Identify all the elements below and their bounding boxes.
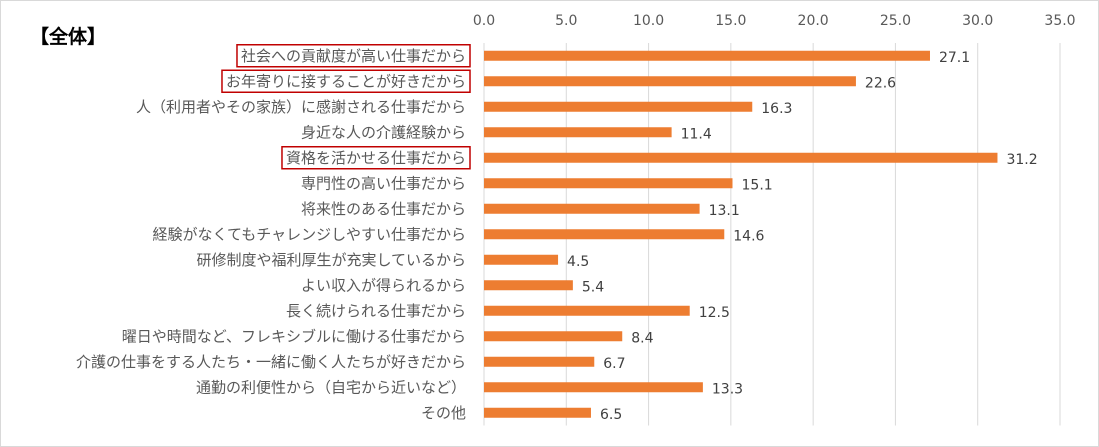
- category-highlight-box: [281, 146, 471, 170]
- category-highlight-box: [236, 44, 471, 68]
- bar: [484, 280, 573, 291]
- category-label: 社会への貢献度が高い仕事だから: [241, 47, 466, 65]
- data-label: 27.1: [939, 50, 970, 66]
- category-label: 将来性のある仕事だから: [301, 200, 466, 218]
- category-label: 介護の仕事をする人たち・一緒に働く人たちが好きだから: [76, 353, 466, 371]
- bar: [484, 382, 703, 393]
- bar: [484, 50, 930, 61]
- x-tick-label: 5.0: [555, 13, 577, 29]
- category-label: 研修制度や福利厚生が充実しているから: [196, 251, 466, 269]
- data-label: 8.4: [631, 330, 653, 346]
- bar: [484, 203, 700, 214]
- category-label: 人（利用者やその家族）に感謝される仕事だから: [136, 98, 466, 116]
- data-label: 11.4: [681, 126, 712, 142]
- x-tick-label: 20.0: [798, 13, 829, 29]
- category-label: 資格を活かせる仕事だから: [286, 149, 466, 167]
- bar: [484, 356, 595, 367]
- x-tick-label: 30.0: [962, 13, 993, 29]
- x-tick-label: 25.0: [880, 13, 911, 29]
- category-label: 専門性の高い仕事だから: [301, 174, 466, 192]
- category-label: 曜日や時間など、フレキシブルに働ける仕事だから: [122, 327, 466, 345]
- data-label: 12.5: [699, 305, 730, 321]
- category-label: 通勤の利便性から（自宅から近いなど）: [196, 378, 466, 396]
- bar: [484, 331, 623, 342]
- category-label: 身近な人の介護経験から: [301, 123, 466, 141]
- data-label: 6.5: [600, 407, 622, 423]
- data-label: 14.6: [733, 228, 764, 244]
- category-highlight-box: [221, 69, 471, 93]
- data-label: 15.1: [742, 177, 773, 193]
- bar: [484, 152, 998, 163]
- panel-title: 【全体】: [30, 26, 107, 48]
- x-tick-label: 0.0: [473, 13, 495, 29]
- data-label: 6.7: [603, 356, 625, 372]
- category-label: その他: [421, 404, 466, 422]
- bar: [484, 76, 856, 87]
- bar: [484, 178, 733, 189]
- bar: [484, 101, 753, 112]
- data-label: 13.3: [712, 381, 743, 397]
- bar: [484, 254, 559, 265]
- data-label: 13.1: [709, 203, 740, 219]
- data-label: 5.4: [582, 279, 604, 295]
- data-label: 22.6: [865, 75, 896, 91]
- category-label: 長く続けられる仕事だから: [286, 302, 466, 320]
- bar: [484, 407, 591, 418]
- bar: [484, 127, 672, 138]
- data-label: 31.2: [1006, 152, 1037, 168]
- x-tick-label: 35.0: [1044, 13, 1075, 29]
- category-label: よい収入が得られるから: [301, 276, 466, 294]
- bar: [484, 305, 690, 316]
- data-label: 4.5: [567, 254, 589, 270]
- x-tick-label: 15.0: [715, 13, 746, 29]
- x-tick-label: 10.0: [633, 13, 664, 29]
- data-label: 16.3: [761, 101, 792, 117]
- category-label: 経験がなくてもチャレンジしやすい仕事だから: [152, 225, 466, 243]
- bar: [484, 229, 725, 240]
- category-label: お年寄りに接することが好きだから: [226, 72, 466, 90]
